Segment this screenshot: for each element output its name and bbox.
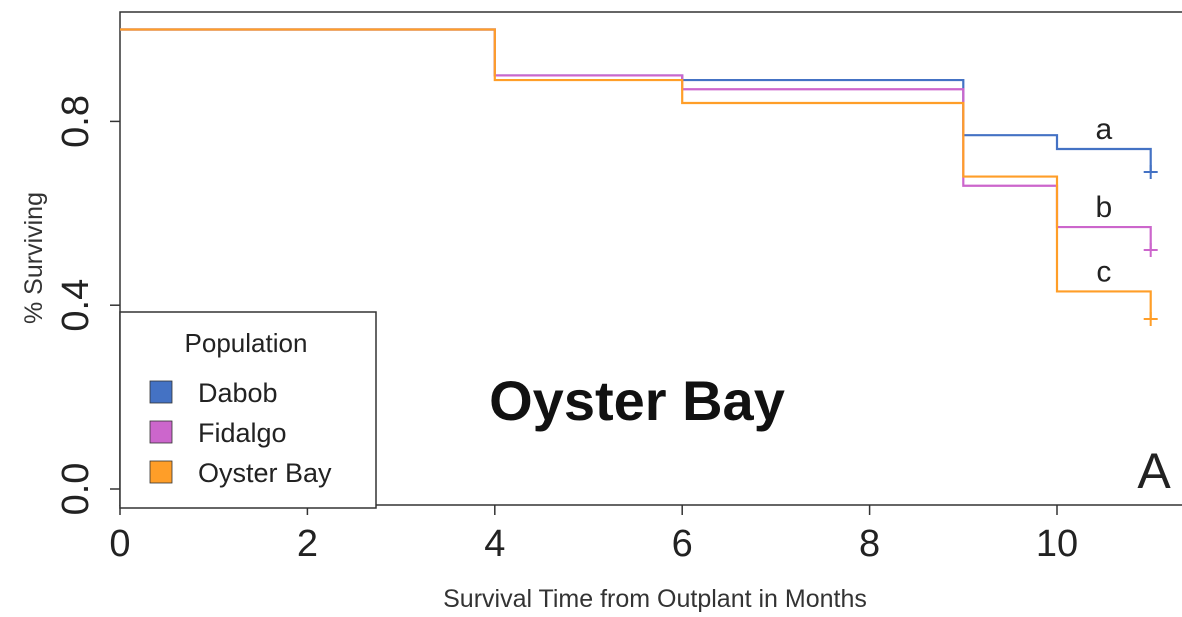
- annotation-oyster-bay: c: [1096, 255, 1111, 288]
- censor-mark-dabob: [1143, 164, 1158, 179]
- legend-label-fidalgo: Fidalgo: [198, 418, 287, 448]
- plot-frame: [119, 11, 1182, 506]
- legend-label-oyster-bay: Oyster Bay: [198, 458, 332, 488]
- x-tick-label: 0: [109, 523, 130, 565]
- legend-swatch-dabob: [149, 380, 173, 404]
- chart-title: Oyster Bay: [489, 369, 785, 432]
- curve-annotations: a bc: [1096, 113, 1113, 288]
- x-tick-label: 6: [672, 523, 693, 565]
- annotation-fidalgo: b: [1096, 191, 1113, 224]
- legend-label-dabob: Dabob: [198, 378, 278, 408]
- y-axis-title: % Surviving: [20, 192, 48, 324]
- x-tick-label: 10: [1036, 523, 1078, 565]
- y-axis: 0.0 0.4 0.8: [55, 95, 120, 515]
- censor-mark-fidalgo: [1143, 243, 1158, 258]
- x-axis: 0 2 4 6 8 10: [109, 505, 1078, 565]
- plot-frame-group: [119, 11, 1182, 506]
- y-tick-label: 0.8: [55, 95, 97, 148]
- survival-curves: [120, 28, 1152, 319]
- x-tick-label: 8: [859, 523, 880, 565]
- legend-title: Population: [185, 328, 308, 358]
- legend-swatch-fidalgo: [149, 420, 173, 444]
- x-tick-label: 4: [484, 523, 505, 565]
- legend: Population Dabob Fidalgo Oyster Bay: [119, 311, 377, 509]
- x-tick-label: 2: [297, 523, 318, 565]
- x-axis-title: Survival Time from Outplant in Months: [443, 585, 867, 613]
- legend-swatch-oyster-bay: [149, 460, 173, 484]
- curve-fidalgo: [120, 28, 1152, 251]
- curve-dabob: [120, 28, 1152, 172]
- censor-marks: [1143, 164, 1158, 326]
- y-tick-label: 0.0: [55, 463, 97, 516]
- y-tick-label: 0.4: [55, 279, 97, 332]
- censor-mark-oyster-bay: [1143, 311, 1158, 326]
- annotation-dabob: a: [1096, 113, 1113, 146]
- curve-oyster-bay: [120, 28, 1152, 319]
- panel-label: A: [1137, 443, 1171, 499]
